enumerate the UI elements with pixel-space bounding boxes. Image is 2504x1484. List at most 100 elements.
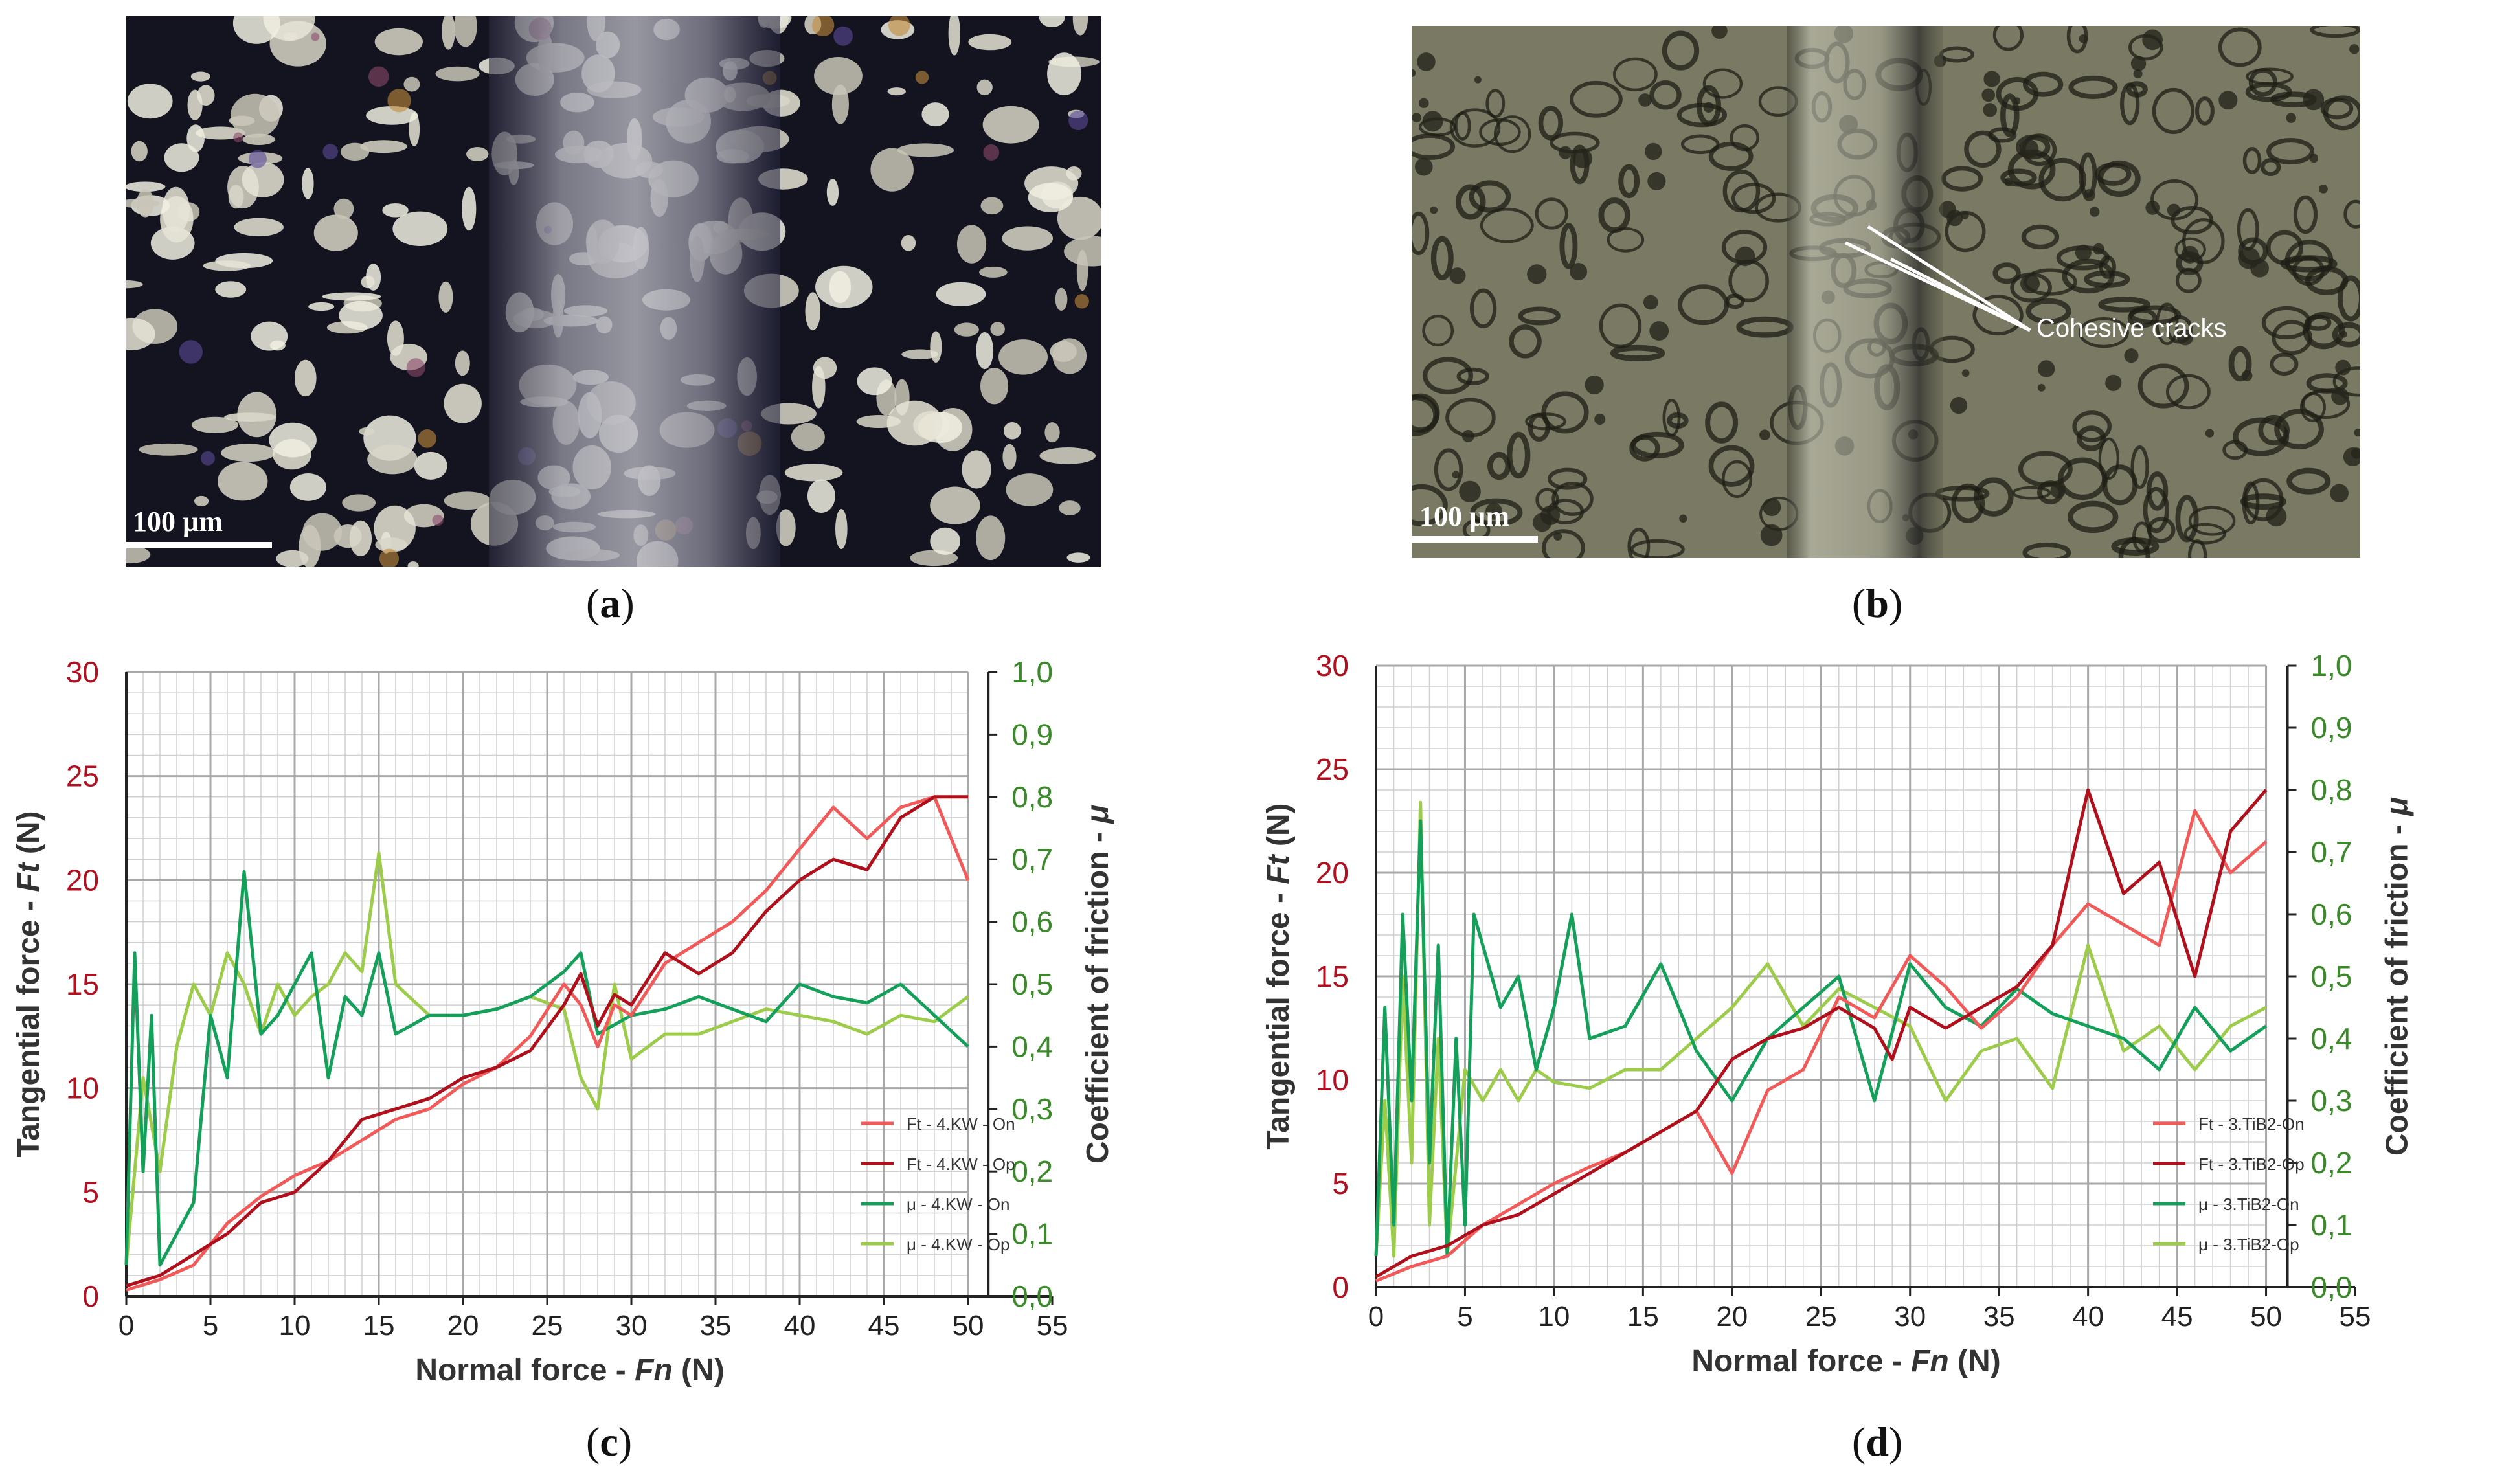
micrograph-texture	[814, 56, 863, 95]
micrograph-texture	[379, 548, 400, 567]
x-tick-label: 0	[118, 1310, 134, 1342]
micrograph-texture	[1541, 391, 1589, 434]
micrograph-texture	[2292, 255, 2325, 286]
micrograph-texture	[2300, 392, 2326, 423]
micrograph-texture	[444, 491, 491, 510]
micrograph-texture	[1983, 103, 1997, 117]
micrograph-texture	[1705, 401, 1739, 444]
micrograph-texture	[1528, 412, 1550, 442]
micrograph-texture	[1417, 52, 1436, 71]
micrograph-texture	[2022, 542, 2071, 558]
micrograph-texture	[1412, 211, 1430, 256]
x-tick-label: 10	[1538, 1301, 1570, 1332]
micrograph-texture	[1547, 467, 1588, 490]
micrograph-texture	[1618, 164, 1640, 199]
micrograph-texture	[1052, 338, 1087, 374]
micrograph-texture	[302, 513, 343, 551]
micrograph-texture	[1667, 412, 1689, 429]
micrograph-texture	[1066, 552, 1090, 563]
micrograph-texture	[406, 358, 425, 377]
micrograph-texture	[1677, 284, 1730, 326]
micrograph-texture	[1961, 211, 1969, 219]
x-tick-label: 15	[1627, 1301, 1659, 1332]
micrograph-texture	[1983, 71, 2000, 87]
x-tick-label: 0	[1368, 1301, 1384, 1332]
micrograph-texture	[1649, 80, 1682, 110]
micrograph-texture	[1610, 344, 1665, 361]
y-tick-label-left: 30	[1316, 649, 1349, 682]
micrograph-texture	[776, 509, 796, 546]
micrograph-texture	[442, 16, 455, 50]
micrograph-texture	[2246, 67, 2294, 85]
micrograph-texture	[1047, 52, 1081, 95]
micrograph-texture	[805, 292, 821, 331]
series-line-mu-on	[1374, 819, 2267, 1258]
micrograph-texture	[2098, 297, 2150, 313]
micrograph-texture	[1449, 108, 1501, 148]
micrograph-texture	[1551, 482, 1594, 516]
micrograph-texture	[2152, 87, 2195, 135]
micrograph-texture	[1542, 529, 1585, 558]
micrograph-texture	[2050, 483, 2066, 499]
micrograph-texture	[784, 464, 843, 482]
y-tick-label-left: 20	[1316, 856, 1349, 890]
micrograph-texture	[2293, 195, 2318, 234]
micrograph-texture	[392, 211, 448, 247]
micrograph-texture	[1412, 113, 1422, 123]
micrograph-texture	[888, 16, 910, 36]
scale-bar-line	[126, 542, 272, 548]
micrograph-texture	[2128, 305, 2182, 325]
y-tick-label-right: 0,1	[2311, 1208, 2352, 1242]
micrograph-texture	[956, 225, 987, 264]
micrograph-texture	[1039, 16, 1065, 27]
micrograph-texture	[983, 144, 1000, 161]
chart-c: 0 5 10 15 20 25 30 35 40 45 50 55 0 5 10 15 20 25 30 0,0 0,1…	[12, 655, 1115, 1388]
micrograph-texture	[2130, 445, 2149, 489]
micrograph-texture	[1072, 16, 1088, 36]
micrograph-texture	[2000, 93, 2020, 137]
y-tick-label-left: 30	[66, 655, 99, 689]
micrograph-texture	[1434, 448, 1463, 491]
micrograph-texture	[2126, 81, 2148, 98]
micrograph-texture	[403, 76, 420, 92]
y-tick-label-right: 0,0	[1011, 1279, 1053, 1313]
micrograph-texture	[826, 179, 839, 206]
legend-label: Ft - 3.TiB2-Op	[2198, 1154, 2305, 1174]
micrograph-texture	[322, 144, 339, 160]
x-tick-label: 45	[868, 1310, 900, 1342]
micrograph-texture	[269, 340, 286, 351]
micrograph-texture	[1676, 102, 1728, 128]
micrograph-texture	[980, 367, 1009, 405]
micrograph-texture	[1074, 294, 1089, 309]
micrograph-texture	[1076, 250, 1088, 291]
legend-label: μ - 4.KW - Op	[907, 1235, 1009, 1254]
x-tick-label: 30	[1894, 1301, 1926, 1332]
micrograph-texture	[1469, 288, 1497, 329]
scale-bar-label-b: 100 µm	[1419, 500, 1509, 532]
x-axis-label: Normal force - Fn (N)	[1691, 1344, 2000, 1378]
micrograph-texture	[340, 142, 370, 161]
micrograph-texture	[1057, 196, 1101, 240]
micrograph-texture	[2349, 44, 2360, 54]
y-tick-label-right: 0,7	[2311, 835, 2352, 869]
micrograph-texture	[815, 265, 873, 308]
micrograph-texture	[1430, 206, 1438, 214]
micrograph-texture	[1735, 246, 1755, 267]
micrograph-texture	[2335, 359, 2351, 376]
micrograph-texture	[1454, 111, 1471, 141]
micrograph-texture	[1760, 524, 1783, 546]
y-tick-label-right: 0,6	[1011, 905, 1053, 939]
micrograph-texture	[976, 79, 993, 96]
micrograph-texture	[414, 451, 447, 480]
micrograph-texture	[1679, 514, 1687, 523]
micrograph-texture	[234, 218, 284, 237]
micrograph-texture	[313, 214, 358, 251]
micrograph-texture	[382, 203, 409, 218]
micrograph-texture	[2020, 273, 2040, 293]
y-tick-label-left: 15	[66, 967, 99, 1001]
micrograph-texture	[2205, 429, 2215, 438]
x-axis-label: Normal force - Fn (N)	[415, 1353, 724, 1388]
micrograph-texture	[126, 181, 166, 192]
micrograph-texture	[2099, 255, 2116, 279]
micrograph-texture	[466, 147, 489, 162]
